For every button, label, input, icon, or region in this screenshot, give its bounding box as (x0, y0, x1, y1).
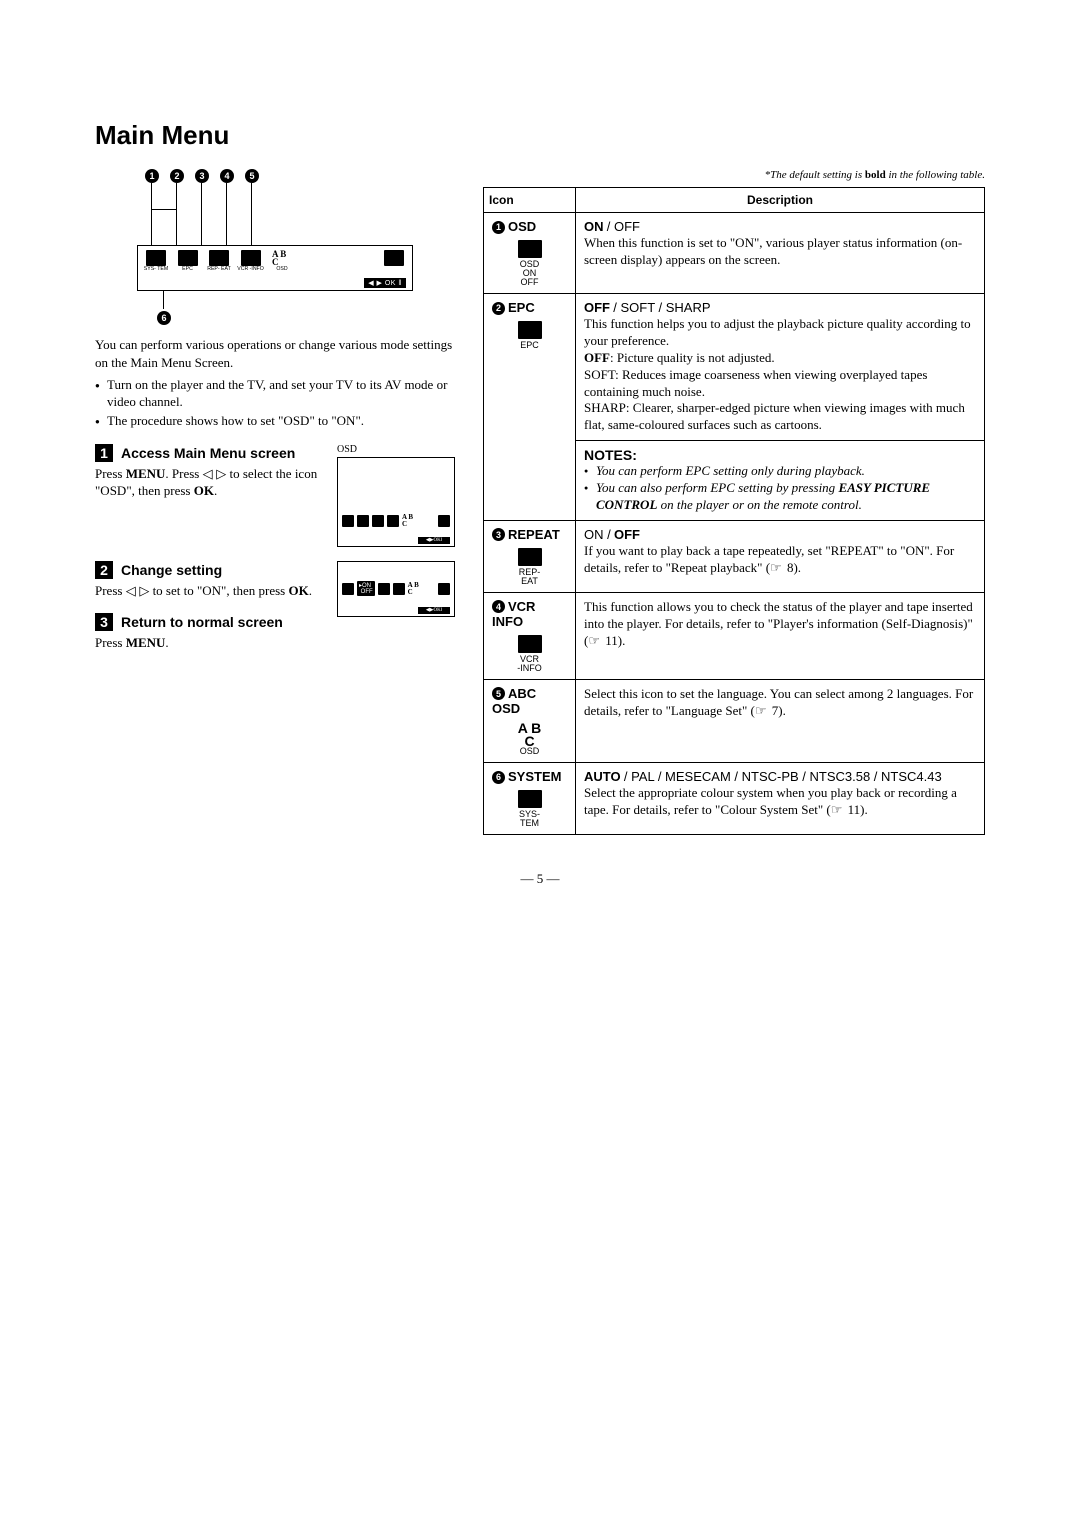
step-3-body: Press MENU. (95, 634, 327, 652)
osd-label: OSD (337, 444, 455, 455)
intro-text: You can perform various operations or ch… (95, 336, 455, 371)
step-2: 2 Change setting Press ◁ ▷ to set to "ON… (95, 561, 327, 600)
callout-1: 1 (145, 169, 159, 183)
menu-diagram: 1 2 3 4 5 SYS- TEM EPC REP- EAT VCR -INF… (115, 169, 435, 324)
page-title: Main Menu (95, 120, 985, 151)
page-number: — 5 — (95, 871, 985, 887)
default-setting-note: *The default setting is bold in the foll… (483, 169, 985, 181)
menu-icon-epc: EPC (176, 250, 200, 272)
col-head-desc: Description (576, 188, 985, 213)
callout-numbers: 1 2 3 4 5 (145, 169, 259, 183)
menu-icon-repeat: REP- EAT (207, 250, 231, 272)
description-cell: AUTO / PAL / MESECAM / NTSC-PB / NTSC3.5… (576, 763, 985, 835)
step-3-num: 3 (95, 613, 113, 631)
table-row: 4VCR INFOVCR-INFOThis function allows yo… (484, 592, 985, 679)
step-1-num: 1 (95, 444, 113, 462)
left-column: 1 2 3 4 5 SYS- TEM EPC REP- EAT VCR -INF… (95, 169, 455, 835)
menu-screen-box: SYS- TEM EPC REP- EAT VCR -INFO A BCOSD … (137, 245, 413, 291)
menu-icon-system: SYS- TEM (144, 250, 168, 272)
icon-cell: 2EPCEPC (484, 294, 576, 521)
description-cell: Select this icon to set the language. Yo… (576, 679, 985, 762)
icon-cell: 6SYSTEMSYS-TEM (484, 763, 576, 835)
menu-icon-vcrinfo: VCR -INFO (239, 250, 263, 272)
table-row: 5ABC OSDA BCOSDSelect this icon to set t… (484, 679, 985, 762)
step-1-body: Press MENU. Press ◁ ▷ to select the icon… (95, 465, 327, 500)
callout-5: 5 (245, 169, 259, 183)
step-2-title: Change setting (121, 562, 222, 578)
step-1-screen: A BC ◀▶OKǁ (337, 457, 455, 547)
table-row: 3REPEATREP-EATON / OFFIf you want to pla… (484, 520, 985, 592)
two-column-layout: 1 2 3 4 5 SYS- TEM EPC REP- EAT VCR -INF… (95, 169, 985, 835)
icon-cell: 3REPEATREP-EAT (484, 520, 576, 592)
right-column: *The default setting is bold in the foll… (483, 169, 985, 835)
icon-cell: 4VCR INFOVCR-INFO (484, 592, 576, 679)
settings-table: Icon Description 1OSDOSDONOFFON / OFFWhe… (483, 187, 985, 835)
description-cell: ON / OFFWhen this function is set to "ON… (576, 213, 985, 294)
bullet-2: The procedure shows how to set "OSD" to … (95, 413, 455, 430)
nav-strip: ◀ ▶ OK ǁ (364, 278, 406, 288)
description-cell: OFF / SOFT / SHARPThis function helps yo… (576, 294, 985, 521)
description-cell: This function allows you to check the st… (576, 592, 985, 679)
bullet-1: Turn on the player and the TV, and set y… (95, 377, 455, 411)
step-2-body: Press ◁ ▷ to set to "ON", then press OK. (95, 582, 327, 600)
callout-4: 4 (220, 169, 234, 183)
menu-icon-right (382, 250, 406, 267)
step-3-title: Return to normal screen (121, 614, 283, 630)
table-row: 6SYSTEMSYS-TEMAUTO / PAL / MESECAM / NTS… (484, 763, 985, 835)
step-1-title: Access Main Menu screen (121, 445, 295, 461)
step-2-screen: ▸ON OFF A BC ◀▶OKǁ (337, 561, 455, 617)
step-1: 1 Access Main Menu screen Press MENU. Pr… (95, 444, 455, 547)
callout-2: 2 (170, 169, 184, 183)
description-cell: ON / OFFIf you want to play back a tape … (576, 520, 985, 592)
step-2-num: 2 (95, 561, 113, 579)
callout-3: 3 (195, 169, 209, 183)
callout-6: 6 (157, 311, 171, 325)
table-row: 2EPCEPCOFF / SOFT / SHARPThis function h… (484, 294, 985, 521)
menu-icon-osd: A BCOSD (270, 250, 294, 272)
icon-cell: 1OSDOSDONOFF (484, 213, 576, 294)
col-head-icon: Icon (484, 188, 576, 213)
table-row: 1OSDOSDONOFFON / OFFWhen this function i… (484, 213, 985, 294)
intro-bullets: Turn on the player and the TV, and set y… (95, 377, 455, 430)
step-3: 3 Return to normal screen Press MENU. (95, 613, 327, 652)
icon-cell: 5ABC OSDA BCOSD (484, 679, 576, 762)
